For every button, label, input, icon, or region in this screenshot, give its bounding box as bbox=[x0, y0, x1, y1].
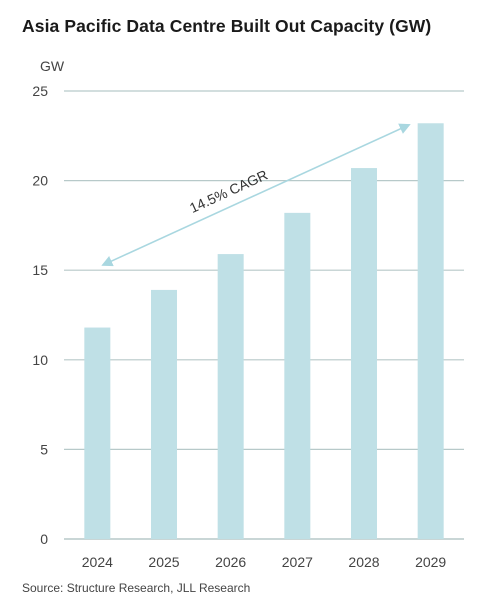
y-axis-unit-label: GW bbox=[40, 58, 65, 74]
y-tick-label: 5 bbox=[40, 441, 48, 457]
y-tick-label: 20 bbox=[32, 173, 48, 189]
source-note: Source: Structure Research, JLL Research bbox=[22, 581, 251, 595]
y-tick-label: 0 bbox=[40, 531, 48, 547]
x-tick-label: 2026 bbox=[215, 554, 246, 570]
y-tick-label: 15 bbox=[32, 262, 48, 278]
bar-2028 bbox=[351, 168, 377, 539]
x-tick-label: 2024 bbox=[82, 554, 113, 570]
bar-2024 bbox=[84, 327, 111, 539]
y-axis-ticks: 0 5 10 15 20 25 bbox=[32, 83, 48, 547]
bar-2025 bbox=[151, 289, 177, 539]
bar-2026 bbox=[217, 254, 244, 539]
x-tick-label: 2025 bbox=[148, 554, 179, 570]
x-axis-ticks: 2024 2025 2026 2027 2028 2029 bbox=[82, 554, 447, 570]
x-tick-label: 2029 bbox=[415, 554, 446, 570]
grid-lines bbox=[64, 90, 464, 540]
cagr-label: 14.5% CAGR bbox=[187, 166, 270, 216]
chart-title: Asia Pacific Data Centre Built Out Capac… bbox=[22, 16, 432, 36]
y-tick-label: 25 bbox=[32, 83, 48, 99]
bar-2029 bbox=[417, 123, 444, 540]
cagr-arrow bbox=[101, 123, 411, 267]
x-tick-label: 2028 bbox=[348, 554, 379, 570]
y-tick-label: 10 bbox=[32, 352, 48, 368]
x-tick-label: 2027 bbox=[282, 554, 313, 570]
bar-2027 bbox=[284, 212, 311, 539]
bars bbox=[84, 123, 444, 540]
